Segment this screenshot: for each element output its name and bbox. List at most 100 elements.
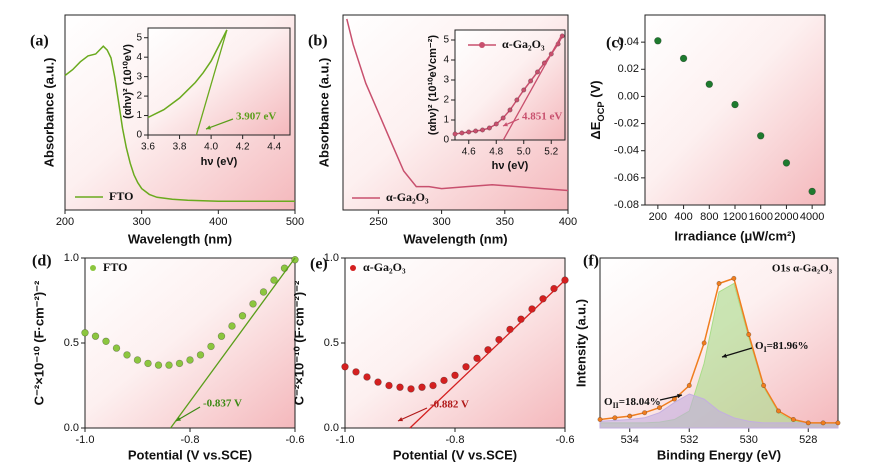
- x-tick-label: 4.6: [462, 147, 476, 158]
- marker: [154, 361, 163, 369]
- marker: [259, 288, 268, 296]
- text-part: OCP: [596, 101, 606, 121]
- marker: [627, 413, 633, 419]
- legend-marker: [479, 42, 485, 48]
- x-tick-label: 250: [369, 216, 387, 228]
- marker: [701, 340, 707, 346]
- marker: [418, 383, 426, 391]
- arrow-head: [503, 122, 508, 127]
- x-axis-label: Wavelength (nm): [403, 231, 507, 246]
- marker: [757, 132, 765, 140]
- x-axis-label: hν (eV): [201, 156, 238, 168]
- marker: [341, 363, 349, 371]
- legend-label: FTO: [103, 260, 127, 274]
- arrow-head: [677, 393, 682, 399]
- marker: [716, 280, 722, 286]
- marker: [81, 329, 89, 337]
- annotation: -0.882 V: [430, 399, 469, 411]
- y-tick-label: 2: [136, 91, 142, 102]
- y-tick-label: 0: [443, 135, 449, 146]
- panel-label: (c): [606, 35, 624, 52]
- x-tick-label: 4.8: [489, 147, 503, 158]
- y-tick-label: -0.04: [614, 145, 639, 157]
- x-tick-label: -0.6: [286, 434, 305, 446]
- y-axis-label: ΔEOCP (V): [588, 80, 606, 139]
- panel: 0.0 0.5 1.0 -1.0 -0.8 -0.6 FTO Potential (V vs.…: [31, 252, 304, 463]
- x-tick-label: 500: [286, 216, 304, 228]
- marker: [270, 276, 278, 284]
- annotation: O1s α-Ga₂O₃: [772, 263, 833, 275]
- y-tick-label: 0.00: [618, 90, 639, 102]
- marker: [352, 368, 360, 376]
- marker: [835, 420, 841, 426]
- x-tick-label: 3.6: [141, 142, 155, 153]
- line: [147, 29, 228, 119]
- marker: [686, 382, 692, 388]
- legend-label: FTO: [109, 189, 133, 203]
- x-tick-label: 4.2: [236, 142, 250, 153]
- annotation: 4.851 eV: [522, 111, 562, 123]
- y-tick-label: 1: [136, 110, 142, 121]
- y-axis-label: Intensity (a.u.): [573, 299, 588, 387]
- marker: [123, 351, 131, 359]
- marker: [820, 420, 826, 426]
- marker: [550, 284, 558, 293]
- legend-marker: [350, 265, 356, 271]
- x-tick-label: 4.4: [267, 142, 281, 153]
- y-axis-label: (αhν)² (10¹⁰eVcm⁻²): [427, 35, 439, 135]
- marker: [407, 385, 415, 393]
- legend-label: α-Ga₂O₃: [363, 260, 406, 274]
- x-tick-label: 400: [209, 216, 227, 228]
- x-tick-label: 300: [132, 216, 150, 228]
- y-tick-label: 0: [136, 130, 142, 141]
- text-part: =81.96%: [767, 340, 809, 352]
- x-tick-label: 2000: [774, 211, 798, 223]
- marker: [144, 359, 152, 368]
- arrow-head: [722, 353, 727, 358]
- line: [64, 45, 295, 202]
- fit-line: [409, 279, 566, 429]
- x-tick-label: 1200: [723, 211, 747, 223]
- x-tick-label: 200: [56, 216, 74, 228]
- x-tick-label: 3.8: [173, 142, 187, 153]
- marker: [731, 100, 739, 109]
- x-tick-label: 400: [674, 211, 692, 223]
- marker: [654, 37, 662, 45]
- marker: [539, 295, 547, 303]
- y-tick-label: 1.0: [64, 252, 79, 264]
- panel-label: (a): [30, 33, 49, 50]
- marker: [462, 363, 470, 371]
- x-tick-label: -0.6: [556, 434, 575, 446]
- y-tick-label: 5: [443, 35, 449, 46]
- text-part: O: [604, 396, 613, 408]
- marker: [429, 381, 437, 390]
- y-tick-label: 2: [443, 95, 449, 106]
- panel: 0 1 2 3 4 5 4.6 4.8 5.0 5.2 α-Ga₂O₃ hν (eV) (αhν)² (…: [427, 29, 566, 172]
- arrow-head: [206, 125, 211, 130]
- x-tick-label: 350: [496, 216, 514, 228]
- y-tick-label: 4: [136, 52, 142, 63]
- text-part: I: [764, 345, 767, 354]
- marker: [679, 54, 688, 63]
- marker: [705, 80, 713, 88]
- marker: [207, 342, 215, 351]
- y-tick-label: 0.5: [324, 337, 339, 349]
- marker: [534, 69, 540, 75]
- marker: [363, 373, 371, 381]
- fit-line: [170, 257, 296, 429]
- marker: [175, 359, 184, 368]
- y-tick-label: 0.0: [64, 422, 79, 434]
- x-axis-label: Potential (V vs.SCE): [128, 447, 252, 462]
- text-part: II: [613, 401, 619, 410]
- text-part: =18.04%: [619, 396, 661, 408]
- marker: [495, 335, 503, 344]
- panel: 534 532 530 528 Binding Energy (eV) Intensity…: [573, 253, 841, 462]
- marker: [746, 331, 752, 337]
- y-tick-label: 1.0: [324, 252, 339, 264]
- marker: [775, 408, 781, 414]
- marker: [782, 159, 791, 167]
- plot-area: [344, 257, 566, 429]
- marker: [473, 354, 481, 362]
- x-axis-label: Wavelength (nm): [128, 231, 232, 246]
